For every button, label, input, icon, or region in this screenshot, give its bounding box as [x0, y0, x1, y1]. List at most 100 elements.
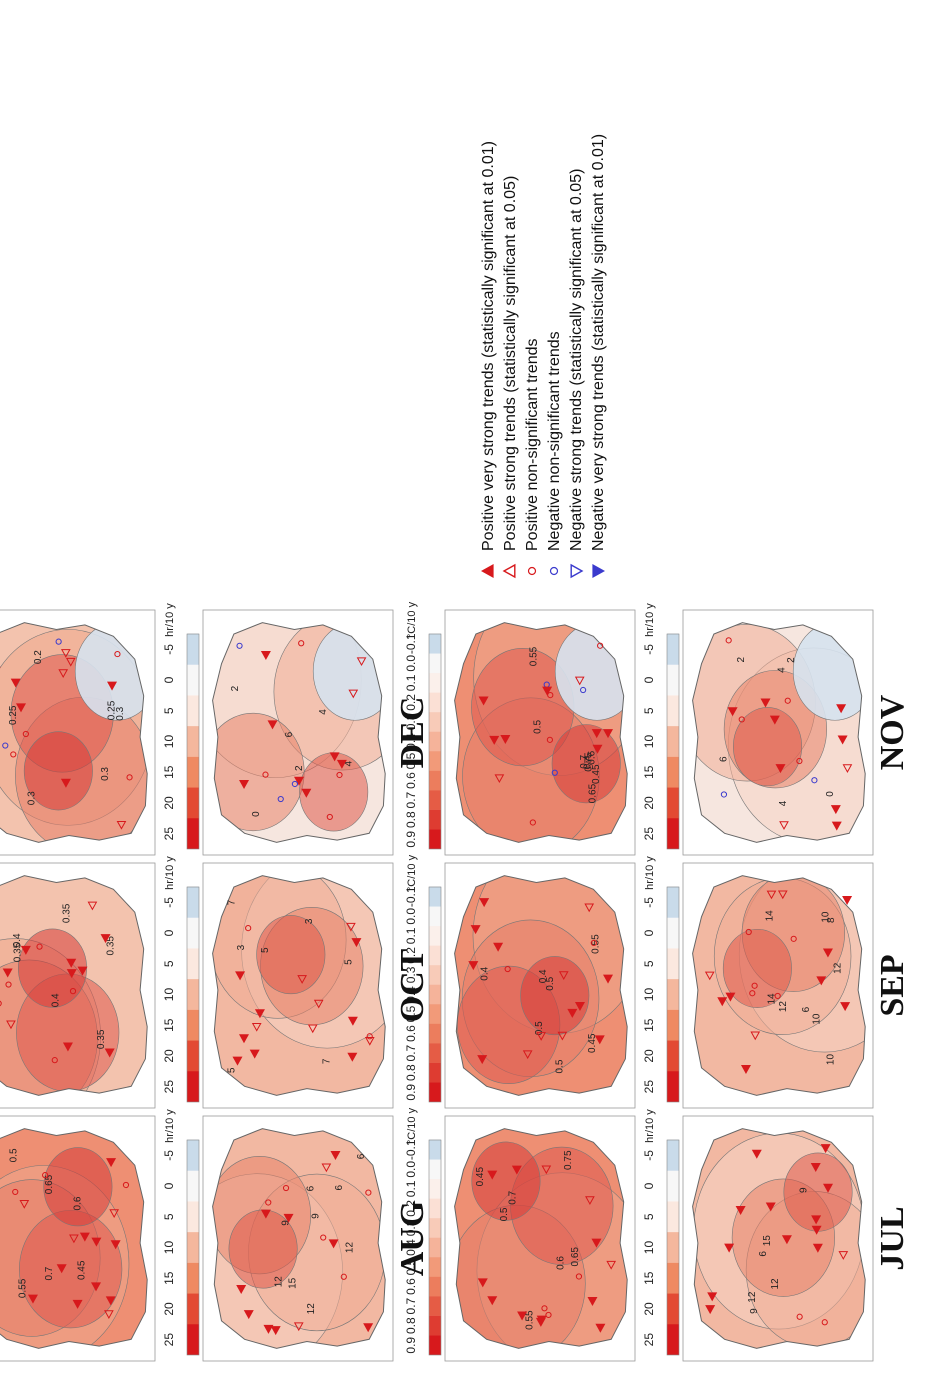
colorbar-tick-label: 0.8	[404, 1064, 418, 1081]
positive-very-strong-station	[330, 1150, 341, 1160]
positive-very-strong-station	[267, 720, 278, 730]
temperature-map-dec-band	[23, 731, 93, 811]
positive-strong-station	[779, 821, 789, 830]
colorbar-tick-label: 20	[162, 1302, 176, 1316]
positive-nonsignificant-station	[51, 1057, 58, 1064]
positive-very-strong-station	[294, 776, 305, 786]
sunshine-colorbar: 25 20 15 10 5 0 -5 hr/10 y	[162, 603, 199, 849]
colorbar-segment	[429, 925, 441, 946]
sunshine-map-sep-contour-label: 12	[778, 1001, 789, 1013]
colorbar-tick-label: 0	[162, 676, 176, 683]
colorbar-tick-label: 25	[162, 827, 176, 841]
positive-nonsignificant-station	[69, 988, 77, 995]
colorbar-segment	[187, 1262, 199, 1294]
temperature-map-dec: 0.20.250.25 0.30.30.3	[0, 609, 156, 856]
temperature-map-dec-contour-label: 0.3	[115, 706, 126, 720]
positive-very-strong-station	[336, 759, 347, 769]
positive-nonsignificant-station	[547, 692, 554, 699]
colorbar-segment	[429, 1237, 441, 1258]
colorbar-tick-label: 0.1	[404, 674, 418, 691]
positive-very-strong-station	[592, 744, 603, 754]
positive-very-strong-station	[77, 966, 88, 976]
colorbar-tick-label: 10	[162, 735, 176, 749]
negative-nonsignificant-station	[236, 642, 243, 649]
positive-very-strong-station	[705, 1305, 716, 1315]
positive-strong-station	[293, 1322, 304, 1332]
positive-strong-station	[364, 1036, 375, 1046]
temperature-map-jul-contour-label: 0.75	[563, 1150, 574, 1170]
colorbar-segment	[667, 917, 679, 949]
positive-very-strong-station	[487, 1170, 498, 1180]
positive-strong-station	[585, 1196, 595, 1205]
temperature-map-aug-contour-label: 0.45	[77, 1260, 88, 1280]
positive-nonsignificant-station	[298, 640, 305, 647]
positive-very-strong-station	[837, 735, 848, 745]
colorbar-tick-label: 20	[642, 1049, 656, 1063]
colorbar-segment	[429, 829, 441, 849]
positive-nonsignificant-station	[745, 928, 752, 936]
positive-strong-station	[494, 774, 505, 784]
positive-nonsignificant-station	[5, 981, 12, 988]
temperature-map-oct-contour-label: 0.35	[96, 1029, 107, 1049]
colorbar-segment	[187, 725, 199, 757]
positive-nonsignificant-station	[282, 1184, 290, 1192]
colorbar-segment	[667, 948, 679, 980]
positive-strong-station	[104, 1310, 114, 1319]
positive-very-strong-station	[493, 942, 504, 952]
month-title-nov: NOV	[874, 694, 911, 770]
positive-nonsignificant-station	[336, 771, 343, 779]
positive-very-strong-station	[489, 735, 500, 745]
positive-very-strong-station	[477, 1055, 488, 1065]
positive-very-strong-station	[587, 1296, 598, 1306]
negative-nonsignificant-station	[2, 742, 9, 749]
colorbar-tick-label: 0.9	[404, 831, 418, 848]
colorbar-tick-label: 0.8	[404, 1317, 418, 1334]
colorbar-segment	[667, 787, 679, 819]
sunshine-map-sep-contours	[713, 875, 866, 1053]
temperature-map-dec-contour-label: 0.25	[107, 700, 118, 720]
sunshine-map-sep-boundary	[692, 875, 866, 1096]
colorbar-tick-label: 5	[162, 1213, 176, 1220]
negative-nonsignificant-station	[291, 780, 299, 788]
colorbar-tick-label: 0	[162, 1182, 176, 1189]
sunshine-map-oct: 3 3 5 5 5 7 7	[202, 862, 394, 1109]
positive-very-strong-station	[351, 938, 362, 948]
temperature-map-nov-contour-label: 0.75	[584, 752, 595, 772]
positive-strong-station	[19, 1200, 30, 1209]
positive-strong-station	[297, 975, 307, 984]
positive-very-strong-station	[260, 651, 271, 661]
sunshine-map-jul-contour-label: 6	[758, 1251, 769, 1257]
positive-nonsignificant-station	[122, 1181, 130, 1189]
colorbar-tick-label: 0.3	[404, 1219, 418, 1236]
sunshine-map-dec-band	[299, 752, 369, 832]
colorbar-tick-label: 0	[642, 929, 656, 936]
colorbar-segment	[429, 1023, 441, 1044]
temperature-map-nov: 0.40.45 0.5 0.55 0.6 0.65 0.70.75	[444, 609, 636, 856]
temperature-map-nov-boundary	[454, 622, 628, 843]
colorbar-segment	[429, 1159, 441, 1180]
positive-nonsignificant-station	[725, 637, 732, 644]
sunshine-map-nov-contour-label: 2	[786, 657, 797, 663]
positive-very-strong-station	[769, 715, 780, 725]
sunshine-map-jul: 6 9 9 12 12 15	[682, 1115, 874, 1362]
positive-very-strong-station	[27, 1294, 38, 1304]
colorbar-tick-label: 25	[642, 1080, 656, 1094]
positive-very-strong-station	[751, 1149, 762, 1159]
colorbar-segment	[429, 1296, 441, 1316]
temperature-map-jul-band	[471, 1141, 541, 1221]
sunshine-map-dec-contour-label: 6	[284, 731, 295, 737]
positive-very-strong-station	[347, 1016, 358, 1026]
positive-strong-station	[60, 649, 71, 658]
colorbar-tick-label: -5	[162, 644, 176, 655]
legend-icon-strong-negative	[570, 563, 584, 579]
temperature-colorbar: 0.9 0.8 0.7 0.6 0.5 0.4 0.3 0.2 0.1 0.0-0.1°C/10 …	[404, 1107, 441, 1355]
colorbar-segment	[667, 664, 679, 696]
colorbar-segment	[667, 1323, 679, 1355]
sunshine-map-jul-contour-label: 12	[747, 1291, 758, 1303]
colorbar-tick-label: 10	[642, 735, 656, 749]
colorbar-tick-label: 0.1	[404, 927, 418, 944]
positive-nonsignificant-station	[749, 990, 756, 997]
positive-very-strong-station	[470, 925, 481, 935]
positive-very-strong-station	[328, 1239, 339, 1249]
